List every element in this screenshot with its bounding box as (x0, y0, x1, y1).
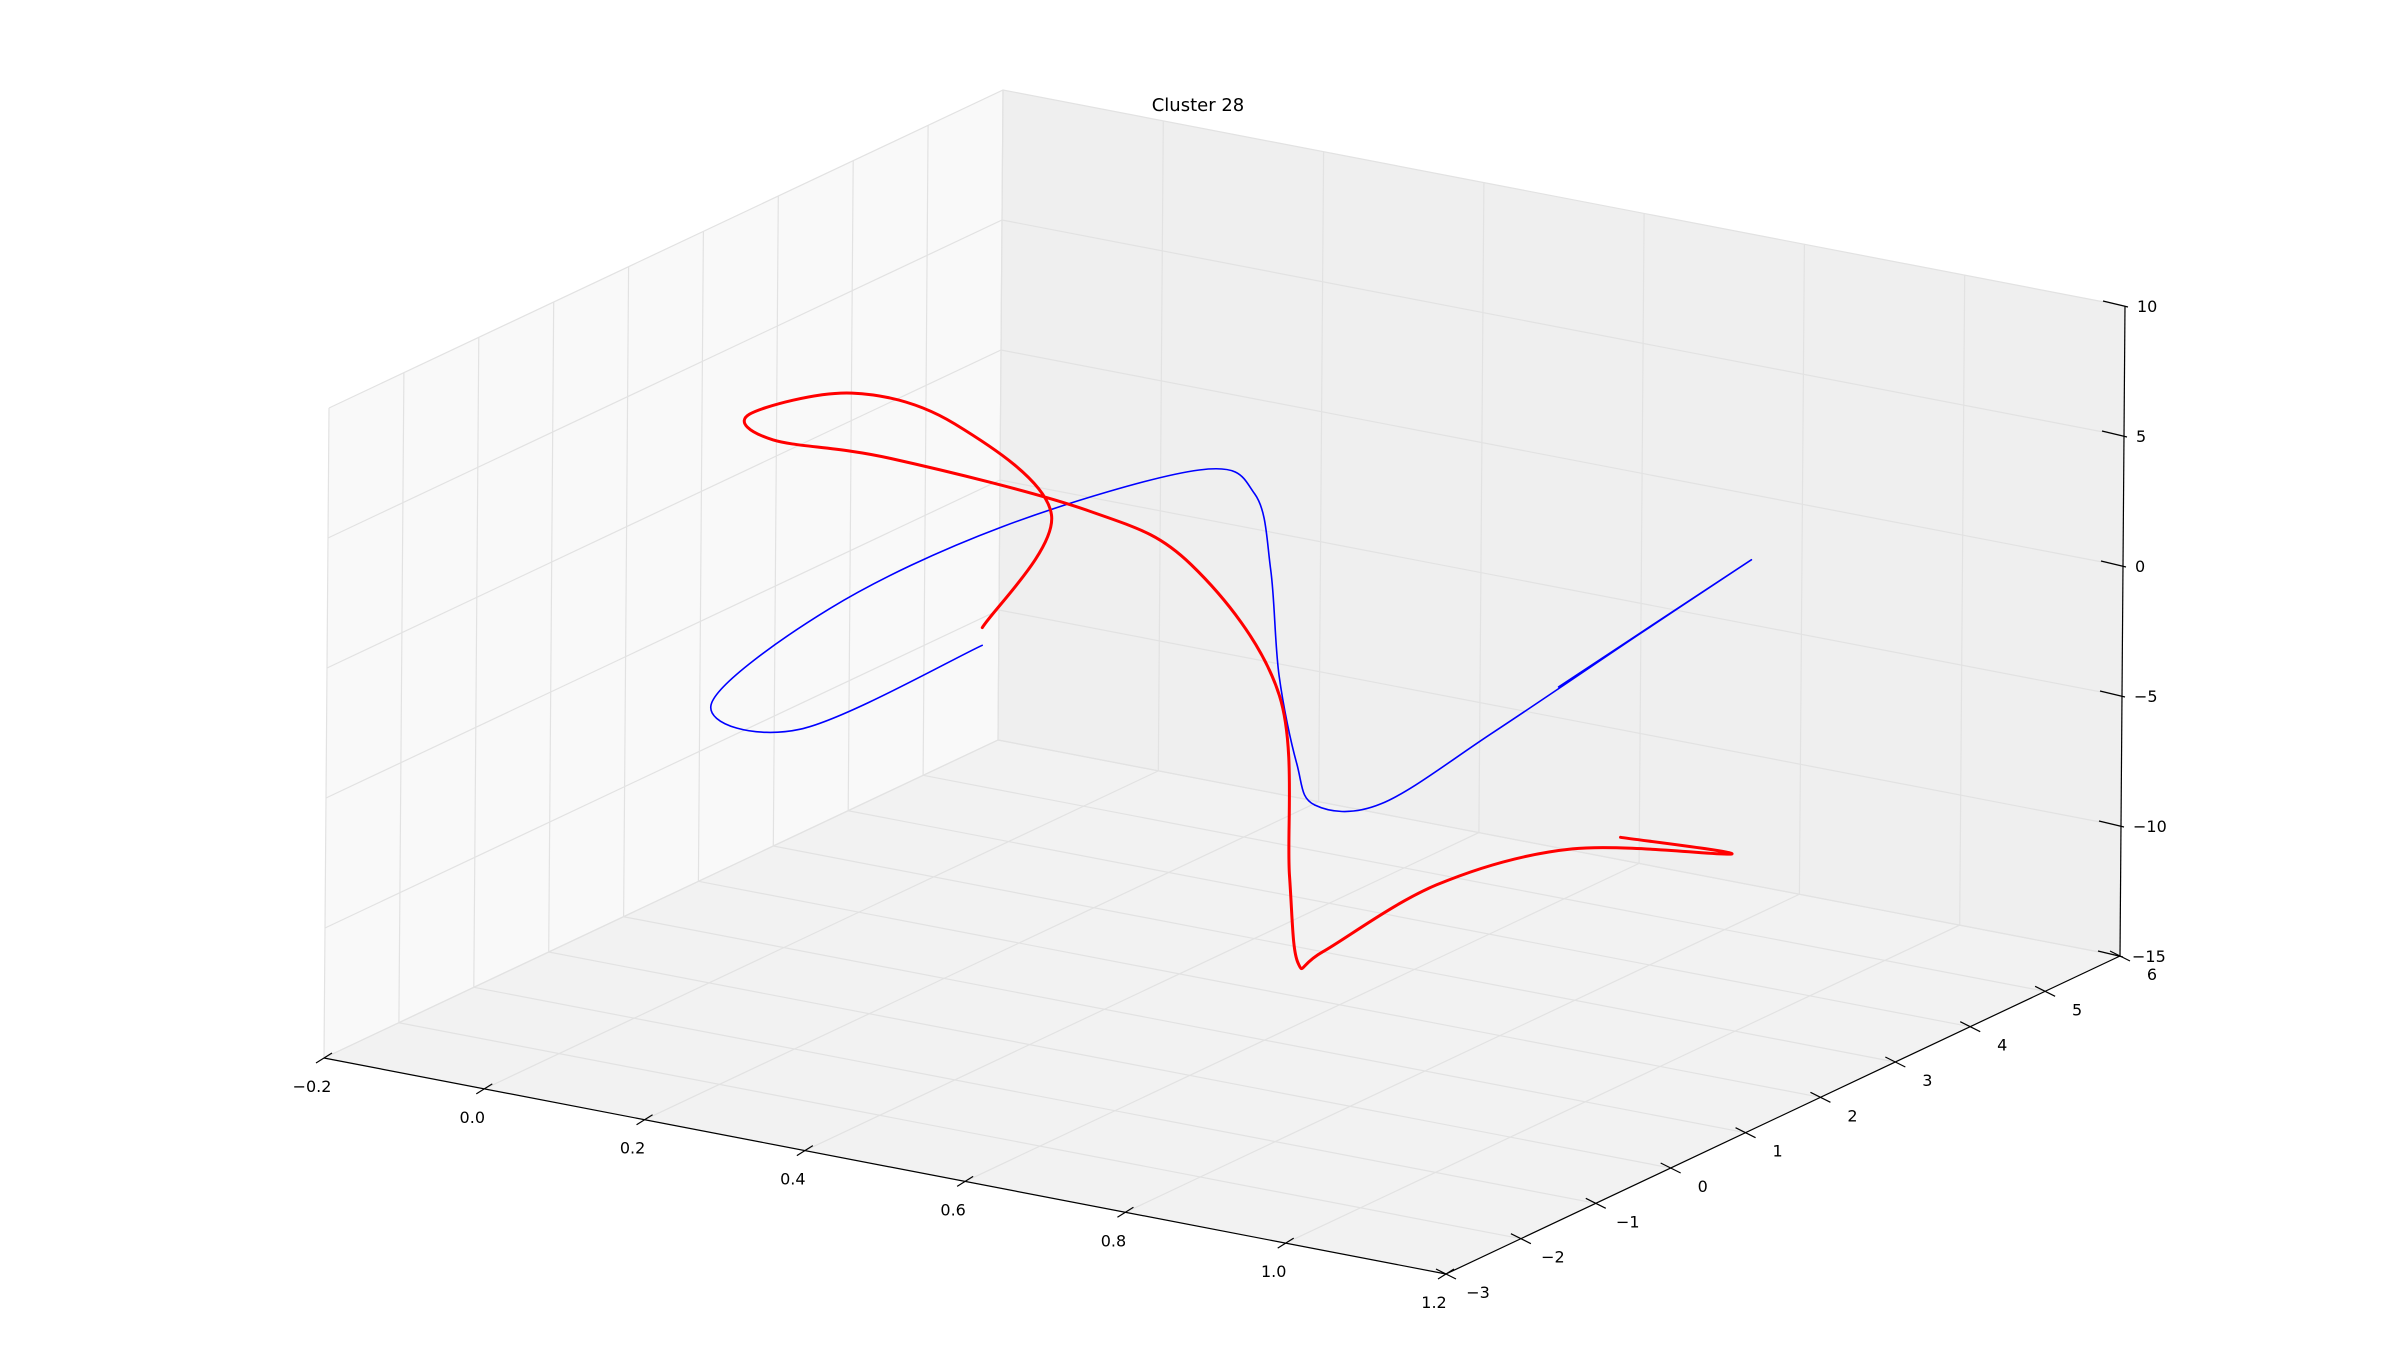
y-tick-label: −3 (1466, 1283, 1490, 1302)
z-gridline (326, 349, 2124, 669)
z-gridline (323, 739, 2121, 1059)
y-tick-label: −2 (1541, 1248, 1565, 1267)
z-tick (2102, 300, 2129, 308)
y-tick (1735, 1127, 1756, 1139)
y-axis-line (1445, 955, 2121, 1275)
y-tick-label: 2 (1847, 1106, 1857, 1125)
z-tick (2098, 820, 2125, 828)
z-gridline (328, 89, 2126, 409)
z-tick (2097, 950, 2124, 958)
y-tick (1660, 1162, 1681, 1174)
y-tick-label: −1 (1616, 1212, 1640, 1231)
z-tick (2101, 430, 2128, 438)
x-tick-label: −0.2 (293, 1077, 332, 1096)
z-axis-line (2119, 305, 2126, 957)
axis-lines (323, 305, 2126, 1275)
y-tick-label: 6 (2147, 965, 2157, 984)
z-gridline (325, 479, 2123, 799)
z-tick (2100, 560, 2127, 568)
x-tick-label: 1.0 (1261, 1262, 1286, 1281)
y-tick-label: 1 (1772, 1142, 1782, 1161)
y-tick (1959, 1021, 1981, 1033)
y-tick (2034, 985, 2056, 997)
x-tick-label: 0.0 (460, 1108, 485, 1127)
floor-pane (324, 740, 2120, 1274)
y-tick (1585, 1197, 1607, 1209)
x-tick (475, 1083, 493, 1095)
x-axis-line (323, 1057, 1447, 1275)
x-tick (315, 1052, 333, 1064)
z-gridline (324, 609, 2122, 929)
x-tick-label: 0.4 (780, 1170, 805, 1189)
y-tick-label: 5 (2072, 1000, 2082, 1019)
x-tick-label: 0.6 (940, 1200, 965, 1219)
y-tick-label: 4 (1997, 1036, 2007, 1055)
series-line-1 (710, 468, 1753, 813)
back-pane (998, 90, 2125, 956)
series-group (710, 391, 1753, 970)
y-tick-label: 3 (1922, 1071, 1932, 1090)
x-tick (636, 1114, 653, 1126)
left-pane (324, 90, 1003, 1058)
x-tick-label: 1.2 (1421, 1293, 1446, 1312)
chart-title: Cluster 28 (1152, 95, 1245, 116)
y-tick (1885, 1056, 1906, 1068)
z-tick-label: 0 (2135, 557, 2145, 576)
y-tick (1510, 1233, 1532, 1245)
z-tick-label: −5 (2134, 687, 2158, 706)
ticks: −0.20.00.20.40.60.81.01.2−3−2−10123456−1… (293, 297, 2167, 1312)
x-tick (1277, 1237, 1295, 1249)
x-tick (1117, 1206, 1134, 1218)
axes-panes (324, 90, 2125, 1274)
y-tick-label: 0 (1698, 1177, 1708, 1196)
series-line-2 (742, 391, 1734, 970)
x-tick (796, 1145, 814, 1157)
y-tick (1810, 1091, 1831, 1103)
z-tick (2099, 690, 2126, 698)
z-gridline (327, 219, 2125, 539)
x-tick (956, 1175, 974, 1187)
z-tick-label: 5 (2136, 427, 2146, 446)
x-tick-label: 0.8 (1101, 1231, 1126, 1250)
z-tick-label: 10 (2137, 297, 2157, 316)
x-tick-label: 0.2 (620, 1139, 645, 1158)
z-tick-label: −15 (2132, 947, 2166, 966)
y-tick (1435, 1268, 1457, 1280)
z-tick-label: −10 (2133, 817, 2167, 836)
